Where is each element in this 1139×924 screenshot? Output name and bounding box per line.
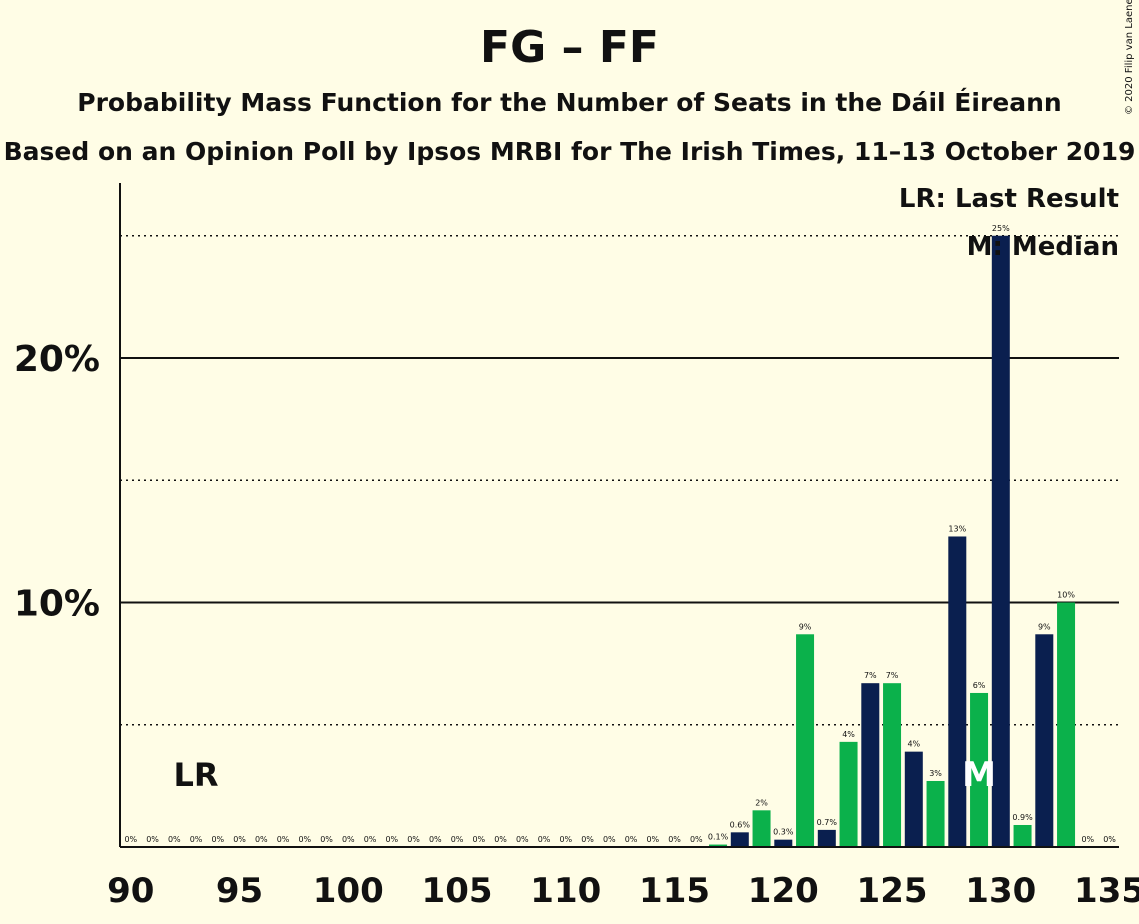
bar	[991, 235, 1010, 847]
data-label: 0%	[494, 835, 507, 844]
data-label: 25%	[992, 224, 1010, 233]
x-tick-label: 135	[1074, 871, 1139, 911]
data-label: 0%	[320, 835, 333, 844]
data-label: 7%	[864, 671, 877, 680]
bar	[752, 810, 771, 847]
data-label: 0.1%	[708, 833, 729, 842]
legend-last-result: LR: Last Result	[898, 184, 1119, 214]
x-tick-label: 115	[639, 871, 710, 911]
data-label: 0.9%	[1012, 813, 1033, 822]
bar	[883, 683, 902, 847]
data-label: 0%	[255, 835, 268, 844]
bar	[904, 751, 923, 847]
data-label: 0.3%	[773, 828, 794, 837]
x-tick-label: 120	[748, 871, 819, 911]
data-label: 0%	[603, 835, 616, 844]
bar	[861, 683, 880, 847]
data-label: 0%	[451, 835, 464, 844]
data-label: 0%	[559, 835, 572, 844]
data-label: 4%	[842, 730, 855, 739]
legend-median: M: Median	[966, 232, 1119, 262]
x-tick-label: 105	[422, 871, 493, 911]
data-label: 0%	[277, 835, 290, 844]
bar	[839, 741, 858, 847]
x-tick-label: 95	[216, 871, 263, 911]
x-tick-label: 90	[107, 871, 154, 911]
data-label: 0%	[364, 835, 377, 844]
data-label: 0%	[407, 835, 420, 844]
chart-subtitle: Probability Mass Function for the Number…	[77, 88, 1062, 117]
data-label: 0%	[581, 835, 594, 844]
data-label: 0%	[625, 835, 638, 844]
chart-subtitle-poll: Based on an Opinion Poll by Ipsos MRBI f…	[3, 137, 1136, 166]
bar	[970, 692, 989, 847]
data-label: 4%	[907, 740, 920, 749]
bar	[796, 634, 815, 847]
bar	[1035, 634, 1054, 847]
data-label: 0%	[211, 835, 224, 844]
y-tick-label: 20%	[14, 339, 100, 380]
data-label: 0.7%	[817, 818, 838, 827]
data-label: 13%	[948, 524, 966, 533]
bar	[730, 832, 749, 847]
data-label: 0%	[146, 835, 159, 844]
bar	[1013, 824, 1032, 847]
data-label: 0%	[1103, 835, 1116, 844]
data-label: 7%	[886, 671, 899, 680]
chart-title: FG – FF	[480, 22, 659, 73]
data-label: 0.6%	[730, 820, 751, 829]
data-label: 0%	[124, 835, 137, 844]
data-label: 0%	[1081, 835, 1094, 844]
data-label: 9%	[1038, 622, 1051, 631]
x-tick-label: 130	[965, 871, 1036, 911]
data-label: 2%	[755, 798, 768, 807]
bar	[817, 829, 836, 847]
bar	[709, 844, 728, 847]
data-label: 9%	[799, 622, 812, 631]
bar	[1057, 602, 1076, 847]
data-label: 0%	[668, 835, 681, 844]
data-label: 0%	[190, 835, 203, 844]
x-tick-label: 100	[313, 871, 384, 911]
data-label: 0%	[168, 835, 181, 844]
data-label: 6%	[973, 681, 986, 690]
data-label: 0%	[385, 835, 398, 844]
median-marker: M	[962, 755, 996, 795]
bar	[948, 536, 967, 847]
bar	[774, 839, 793, 847]
data-label: 0%	[429, 835, 442, 844]
x-tick-label: 110	[530, 871, 601, 911]
data-label: 0%	[690, 835, 703, 844]
bar	[926, 780, 945, 847]
last-result-marker: LR	[174, 756, 219, 794]
data-label: 0%	[298, 835, 311, 844]
data-label: 0%	[233, 835, 246, 844]
data-label: 0%	[516, 835, 529, 844]
data-label: 10%	[1057, 591, 1075, 600]
data-label: 0%	[646, 835, 659, 844]
data-label: 0%	[538, 835, 551, 844]
y-tick-label: 10%	[14, 584, 100, 625]
x-tick-label: 125	[857, 871, 928, 911]
data-label: 0%	[472, 835, 485, 844]
data-label: 3%	[929, 769, 942, 778]
data-label: 0%	[342, 835, 355, 844]
